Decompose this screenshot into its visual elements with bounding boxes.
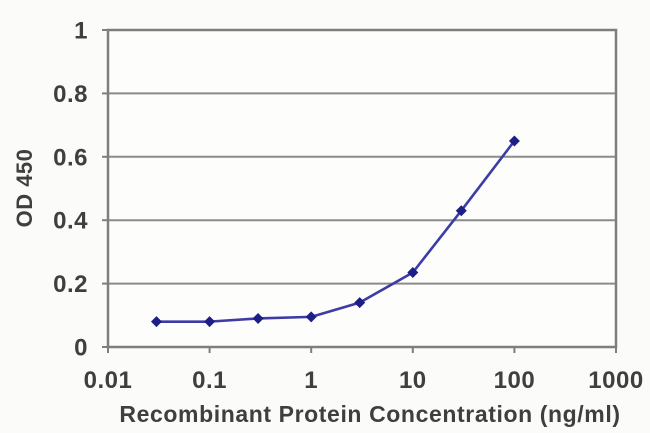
x-tick-label: 1000	[588, 367, 643, 394]
x-tick-label: 0.01	[84, 367, 133, 394]
axis-border	[106, 28, 618, 349]
series-line	[155, 139, 516, 323]
plot-background	[108, 30, 616, 347]
data-point-marker	[354, 297, 366, 309]
data-point-marker	[150, 316, 162, 328]
x-tick-label: 1	[304, 367, 318, 394]
y-tick-label: 0.6	[53, 144, 88, 171]
y-tick-label: 0.4	[53, 208, 88, 235]
data-point-marker	[204, 316, 216, 328]
y-axis-title: OD 450	[12, 148, 37, 228]
x-tick-label: 10	[399, 367, 427, 394]
data-point-marker	[305, 311, 317, 323]
data-point-marker	[455, 205, 467, 217]
data-point-marker	[252, 312, 264, 324]
y-tick-label: 1	[74, 18, 88, 45]
y-tick-label: 0.8	[53, 81, 88, 108]
data-point-marker	[407, 267, 419, 279]
y-tick-label: 0.2	[53, 271, 88, 298]
y-tick-label: 0	[74, 335, 88, 362]
x-tick-label: 0.1	[192, 367, 227, 394]
data-point-marker	[508, 135, 520, 147]
x-axis-title: Recombinant Protein Concentration (ng/ml…	[119, 401, 621, 427]
x-tick-label: 100	[494, 367, 536, 394]
